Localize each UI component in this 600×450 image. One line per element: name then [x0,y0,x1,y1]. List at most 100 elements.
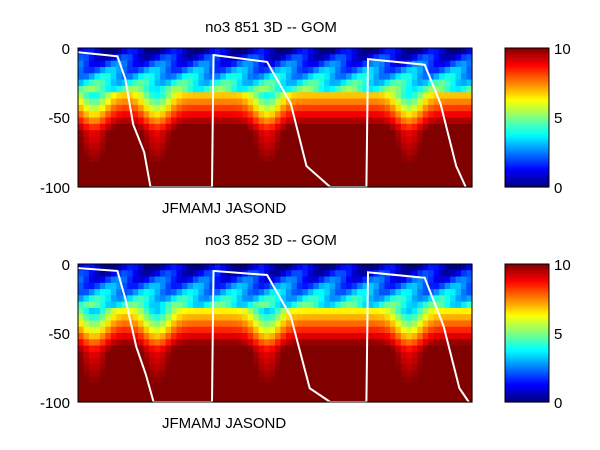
heatmap-cell [203,276,210,284]
heatmap-cell [116,123,123,131]
colorbar-step [505,160,549,164]
heatmap-cell [307,270,314,278]
heatmap-cell [340,180,347,188]
heatmap-cell [198,149,205,157]
heatmap-cell [406,180,413,188]
heatmap-cell [455,301,462,309]
heatmap-cell [439,270,446,278]
heatmap-cell [378,168,386,175]
heatmap-cell [203,395,210,403]
heatmap-cell [143,48,150,55]
heatmap-cell [455,351,462,359]
heatmap-cell [187,161,194,169]
heatmap-cell [400,264,407,271]
heatmap-cell [88,282,96,290]
heatmap-cell [78,161,85,169]
heatmap-cell [400,168,407,175]
heatmap-cell [368,326,375,334]
heatmap-cell [384,117,391,125]
heatmap-cell [329,326,336,334]
heatmap-cell [417,174,424,182]
heatmap-cell [253,66,260,74]
heatmap-cell [220,383,227,391]
heatmap-cell [280,351,287,359]
colorbar-step [505,152,549,156]
heatmap-cell [253,364,260,372]
heatmap-cell [198,383,205,391]
heatmap-cell [99,326,106,334]
heatmap-cell [351,123,358,131]
heatmap-cell [99,301,106,309]
heatmap-cell [187,155,194,163]
colorbar-step [505,163,549,166]
heatmap-cell [160,174,167,182]
heatmap-cell [275,174,282,182]
heatmap-cell [264,174,271,182]
heatmap-cell [269,79,276,87]
heatmap-cell [307,149,314,157]
heatmap-cell [411,111,418,119]
heatmap-cell [214,358,221,365]
heatmap-cell [264,149,271,157]
heatmap-cell [176,289,183,296]
heatmap-cell [88,60,96,68]
colorbar-step [505,139,549,142]
heatmap-cell [340,136,347,144]
heatmap-cell [395,142,402,150]
heatmap-cell [455,85,462,93]
heatmap-cell [171,85,178,93]
heatmap-cell [231,282,238,290]
heatmap-cell [351,389,358,397]
heatmap-cell [329,73,336,81]
colorbar-step [505,311,549,315]
heatmap-cell [335,270,342,278]
heatmap-cell [346,358,353,365]
heatmap-cell [318,339,325,347]
heatmap-cell [78,174,85,182]
heatmap-cell [296,320,303,328]
heatmap-cell [368,155,375,163]
heatmap-cell [291,333,298,340]
heatmap-cell [362,264,369,271]
heatmap-cell [231,92,238,100]
heatmap-cell [313,376,320,384]
heatmap-cell [83,155,90,163]
heatmap-cell [417,54,424,62]
heatmap-cell [116,130,123,138]
heatmap-cell [165,155,172,163]
heatmap-cell [187,320,194,328]
heatmap-cell [110,326,117,334]
heatmap-cell [307,364,314,372]
heatmap-cell [187,295,194,303]
heatmap-cell [357,54,364,62]
heatmap-cell [181,326,189,334]
heatmap-cell [373,117,380,125]
heatmap-cell [203,60,210,68]
heatmap-cell [318,149,325,157]
heatmap-cell [192,149,199,157]
heatmap-cell [455,155,462,163]
heatmap-cell [181,307,189,315]
heatmap-cell [99,161,106,169]
heatmap-cell [275,142,282,150]
heatmap-cell [165,289,172,296]
heatmap-cell [378,155,386,163]
heatmap-cell [455,282,462,290]
heatmap-cell [176,358,183,365]
heatmap-cell [351,333,358,340]
heatmap-cell [285,136,293,144]
heatmap-cell [121,117,128,125]
heatmap-cell [236,130,243,138]
heatmap-cell [149,333,156,340]
heatmap-cell [171,358,178,365]
heatmap-cell [99,168,106,175]
colorbar-step [505,108,549,112]
heatmap-cell [165,376,172,384]
heatmap-cell [138,289,145,296]
heatmap-cell [99,314,106,322]
heatmap-cell [78,60,85,68]
heatmap-cell [127,174,134,182]
heatmap-cell [187,333,194,340]
heatmap-cell [400,136,407,144]
heatmap-cell [329,117,336,125]
